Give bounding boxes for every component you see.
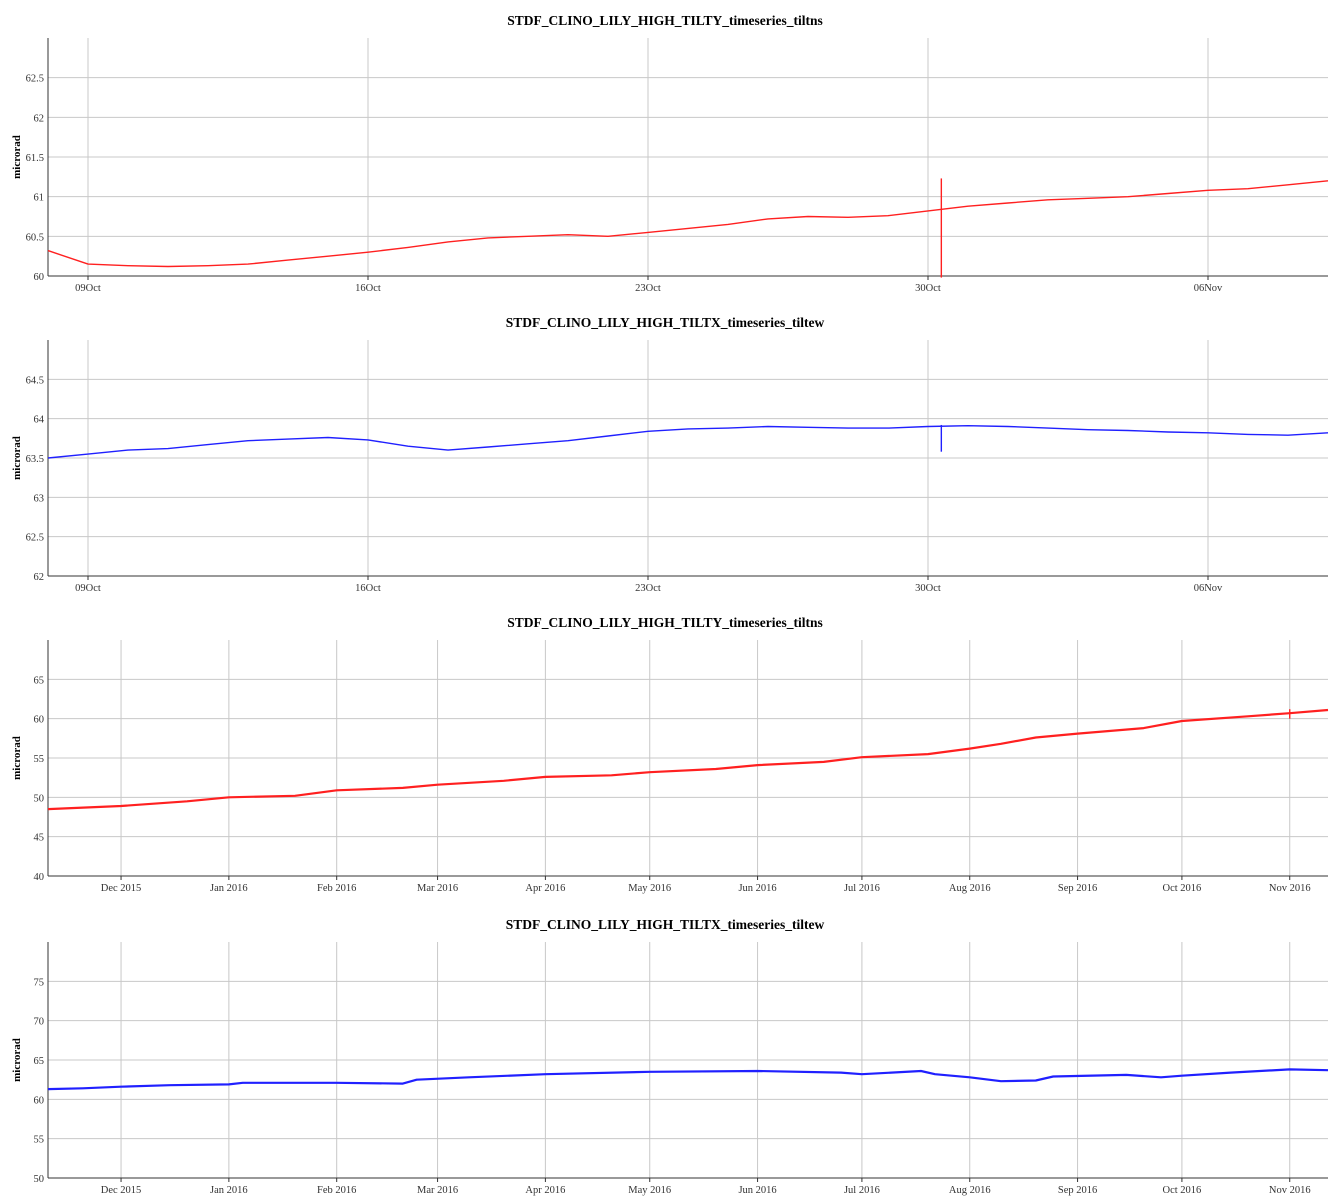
y-axis-label: microrad	[11, 135, 23, 179]
y-tick-label: 50	[34, 1174, 45, 1185]
y-tick-label: 61.5	[26, 153, 44, 164]
x-tick-label: 09Oct	[75, 283, 101, 294]
series-line-1	[47, 1068, 1329, 1091]
chart-panel-1: STDF_CLINO_LILY_HIGH_TILTY_timeseries_ti…	[11, 13, 1329, 294]
y-tick-label: 60	[34, 272, 45, 283]
y-tick-label: 75	[34, 977, 45, 988]
y-tick-label: 62	[34, 113, 45, 124]
y-tick-label: 64	[34, 415, 45, 426]
x-tick-label: Aug 2016	[949, 883, 991, 894]
x-tick-label: Nov 2016	[1269, 883, 1311, 894]
x-tick-label: Nov 2016	[1269, 1185, 1311, 1196]
x-tick-label: Apr 2016	[525, 883, 565, 894]
y-tick-label: 55	[34, 1135, 45, 1146]
x-tick-label: Mar 2016	[417, 883, 458, 894]
x-tick-label: 06Nov	[1194, 283, 1223, 294]
y-tick-label: 64.5	[26, 375, 44, 386]
x-tick-label: Jul 2016	[844, 883, 880, 894]
x-tick-label: Dec 2015	[101, 1185, 142, 1196]
chart-title: STDF_CLINO_LILY_HIGH_TILTX_timeseries_ti…	[506, 315, 825, 330]
x-tick-label: Dec 2015	[101, 883, 142, 894]
y-tick-label: 60.5	[26, 232, 44, 243]
x-tick-label: 30Oct	[915, 583, 941, 594]
y-tick-label: 62.5	[26, 533, 44, 544]
x-tick-label: 23Oct	[635, 283, 661, 294]
x-tick-label: Apr 2016	[525, 1185, 565, 1196]
series-line-1	[47, 180, 1329, 268]
x-tick-label: May 2016	[628, 883, 671, 894]
y-tick-label: 63	[34, 493, 45, 504]
y-tick-label: 62.5	[26, 74, 44, 85]
x-tick-label: Mar 2016	[417, 1185, 458, 1196]
y-tick-label: 63.5	[26, 454, 44, 465]
x-tick-label: May 2016	[628, 1185, 671, 1196]
x-tick-label: Jun 2016	[738, 1185, 776, 1196]
x-tick-label: Jun 2016	[738, 883, 776, 894]
y-tick-label: 45	[34, 833, 45, 844]
y-axis-label: microrad	[11, 736, 23, 780]
x-tick-label: Feb 2016	[317, 1185, 356, 1196]
x-tick-label: Feb 2016	[317, 883, 356, 894]
y-tick-label: 65	[34, 675, 45, 686]
y-tick-label: 61	[34, 193, 45, 204]
x-tick-label: Oct 2016	[1163, 1185, 1202, 1196]
series-line-1	[47, 425, 1329, 459]
series-line-1	[47, 708, 1329, 811]
y-tick-label: 55	[34, 754, 45, 765]
y-axis-label: microrad	[11, 1038, 23, 1082]
y-tick-label: 40	[34, 872, 45, 883]
x-tick-label: Sep 2016	[1058, 883, 1097, 894]
y-tick-label: 62	[34, 572, 45, 583]
y-tick-label: 65	[34, 1056, 45, 1067]
y-axis-label: microrad	[11, 436, 23, 480]
x-tick-label: Sep 2016	[1058, 1185, 1097, 1196]
chart-panel-3: STDF_CLINO_LILY_HIGH_TILTY_timeseries_ti…	[11, 615, 1329, 894]
y-tick-label: 50	[34, 793, 45, 804]
chart-panel-2: STDF_CLINO_LILY_HIGH_TILTX_timeseries_ti…	[11, 315, 1329, 594]
y-tick-label: 70	[34, 1017, 45, 1028]
x-tick-label: 16Oct	[355, 283, 381, 294]
x-tick-label: Jan 2016	[210, 883, 248, 894]
chart-title: STDF_CLINO_LILY_HIGH_TILTY_timeseries_ti…	[507, 13, 823, 28]
y-tick-label: 60	[34, 1095, 45, 1106]
x-tick-label: Jan 2016	[210, 1185, 248, 1196]
x-tick-label: 23Oct	[635, 583, 661, 594]
chart-title: STDF_CLINO_LILY_HIGH_TILTX_timeseries_ti…	[506, 917, 825, 932]
x-tick-label: Oct 2016	[1163, 883, 1202, 894]
x-tick-label: Aug 2016	[949, 1185, 991, 1196]
x-tick-label: Jul 2016	[844, 1185, 880, 1196]
y-tick-label: 60	[34, 715, 45, 726]
x-tick-label: 06Nov	[1194, 583, 1223, 594]
x-tick-label: 30Oct	[915, 283, 941, 294]
chart-panel-4: STDF_CLINO_LILY_HIGH_TILTX_timeseries_ti…	[11, 917, 1329, 1196]
x-tick-label: 16Oct	[355, 583, 381, 594]
x-tick-label: 09Oct	[75, 583, 101, 594]
chart-title: STDF_CLINO_LILY_HIGH_TILTY_timeseries_ti…	[507, 615, 823, 630]
